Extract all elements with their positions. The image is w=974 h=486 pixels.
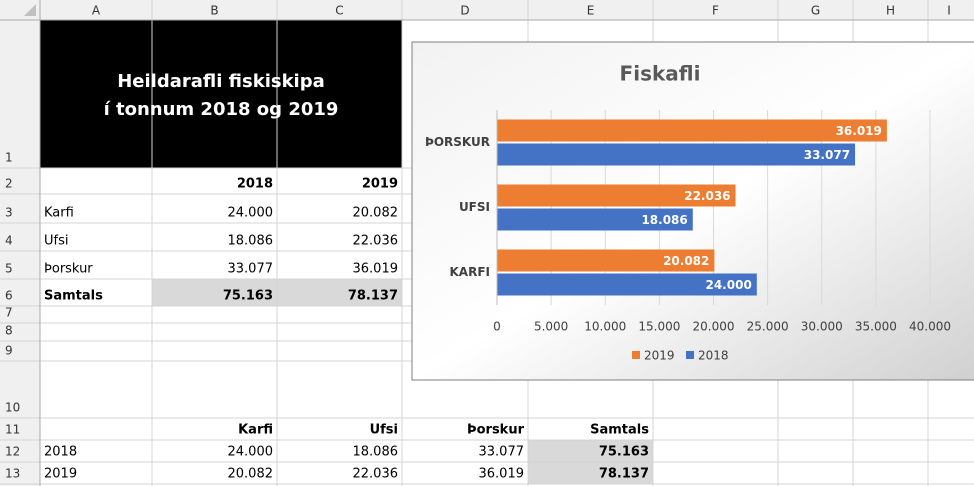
cell[interactable]: 2018 <box>44 445 77 460</box>
x-tick-label: 15.000 <box>638 320 680 334</box>
cell[interactable]: 20.082 <box>353 206 399 221</box>
cell[interactable]: 24.000 <box>228 206 274 221</box>
cells: Heildarafli fiskiskipa í tonnum 2018 og 2… <box>44 71 649 482</box>
cell-fill <box>277 279 402 306</box>
legend-label: 2019 <box>644 349 675 363</box>
sheet-title: Heildarafli fiskiskipa <box>117 71 325 92</box>
column-header[interactable]: H <box>886 4 895 18</box>
cell[interactable]: 2019 <box>362 177 398 192</box>
cell[interactable]: 22.036 <box>353 234 399 249</box>
chart-title: Fiskafli <box>620 62 701 86</box>
cell-fill <box>528 440 653 462</box>
row-header[interactable]: 12 <box>5 445 20 459</box>
row-header[interactable]: 6 <box>5 289 13 303</box>
y-tick-label: ÞORSKUR <box>425 135 490 149</box>
cell[interactable]: 36.019 <box>353 262 399 277</box>
cell[interactable]: 2018 <box>237 177 273 192</box>
column-header[interactable]: E <box>587 4 595 18</box>
cell[interactable]: 33.077 <box>479 445 525 460</box>
column-header[interactable]: C <box>335 4 343 18</box>
row-header[interactable]: 1 <box>5 151 13 165</box>
y-tick-label: KARFI <box>450 265 491 279</box>
bar <box>497 273 757 296</box>
legend-label: 2018 <box>698 349 729 363</box>
row-header[interactable]: 13 <box>5 467 20 481</box>
cell[interactable]: 75.163 <box>223 289 273 304</box>
x-tick-label: 10.000 <box>584 320 626 334</box>
select-all[interactable] <box>24 4 36 16</box>
column-header[interactable]: G <box>811 4 820 18</box>
x-tick-label: 0 <box>493 320 501 334</box>
row-header[interactable]: 4 <box>5 234 13 248</box>
y-tick-label: UFSI <box>459 200 490 214</box>
bar <box>497 208 693 231</box>
cell[interactable]: Ufsi <box>44 234 68 249</box>
cell-fill <box>152 279 277 306</box>
cell[interactable]: 36.019 <box>479 467 525 482</box>
cell[interactable]: 24.000 <box>228 445 274 460</box>
row-header[interactable]: 5 <box>5 262 13 276</box>
bar <box>497 249 715 272</box>
x-tick-label: 30.000 <box>801 320 843 334</box>
cell[interactable]: Þorskur <box>467 423 525 438</box>
row-header[interactable]: 2 <box>5 177 13 191</box>
cell[interactable]: 75.163 <box>599 445 649 460</box>
bar <box>497 184 736 207</box>
data-label: 22.036 <box>684 189 730 203</box>
cell[interactable]: 78.137 <box>348 289 398 304</box>
x-tick-label: 20.000 <box>693 320 735 334</box>
column-header[interactable]: D <box>460 4 469 18</box>
bar <box>497 119 887 142</box>
x-tick-label: 40.000 <box>909 320 951 334</box>
row-header[interactable]: 8 <box>5 324 13 338</box>
cell[interactable]: 78.137 <box>599 467 649 482</box>
row-header[interactable]: 9 <box>5 344 13 358</box>
sheet-title: í tonnum 2018 og 2019 <box>104 99 339 120</box>
data-label: 33.077 <box>804 148 850 162</box>
cell[interactable]: Samtals <box>44 289 103 304</box>
data-label: 24.000 <box>705 278 751 292</box>
cell[interactable]: 18.086 <box>353 445 399 460</box>
cell[interactable]: Karfi <box>238 423 273 438</box>
row-header-bar <box>0 20 40 486</box>
legend-swatch <box>632 351 640 359</box>
column-header[interactable]: A <box>92 4 101 18</box>
data-label: 36.019 <box>836 124 882 138</box>
cell[interactable]: Þorskur <box>44 262 93 277</box>
cell[interactable]: Ufsi <box>370 423 398 438</box>
cell[interactable]: 2019 <box>44 467 77 482</box>
cell[interactable]: Samtals <box>590 423 649 438</box>
x-tick-label: 5.000 <box>534 320 568 334</box>
chart: Fiskafli 0 5.000 10.000 15.000 20.000 25.000 30… <box>411 41 974 381</box>
cell[interactable]: 22.036 <box>353 467 399 482</box>
row-header[interactable]: 7 <box>5 306 13 320</box>
title-block <box>40 20 402 168</box>
x-tick-label: 35.000 <box>855 320 897 334</box>
cell[interactable]: 20.082 <box>228 467 274 482</box>
row-header[interactable]: 3 <box>5 206 13 220</box>
data-label: 18.086 <box>641 213 687 227</box>
cell[interactable]: Karfi <box>44 206 74 221</box>
x-tick-label: 25.000 <box>747 320 789 334</box>
legend-swatch <box>686 351 694 359</box>
bar <box>497 143 856 166</box>
cell[interactable]: 18.086 <box>228 234 274 249</box>
column-header[interactable]: F <box>712 4 719 18</box>
cell[interactable]: 33.077 <box>228 262 274 277</box>
cell-fill <box>528 462 653 484</box>
column-header-bar <box>0 0 974 20</box>
row-header[interactable]: 11 <box>5 423 20 437</box>
row-header[interactable]: 10 <box>5 401 20 415</box>
data-label: 20.082 <box>663 254 709 268</box>
column-header[interactable]: B <box>210 4 218 18</box>
column-header[interactable]: I <box>947 4 951 18</box>
